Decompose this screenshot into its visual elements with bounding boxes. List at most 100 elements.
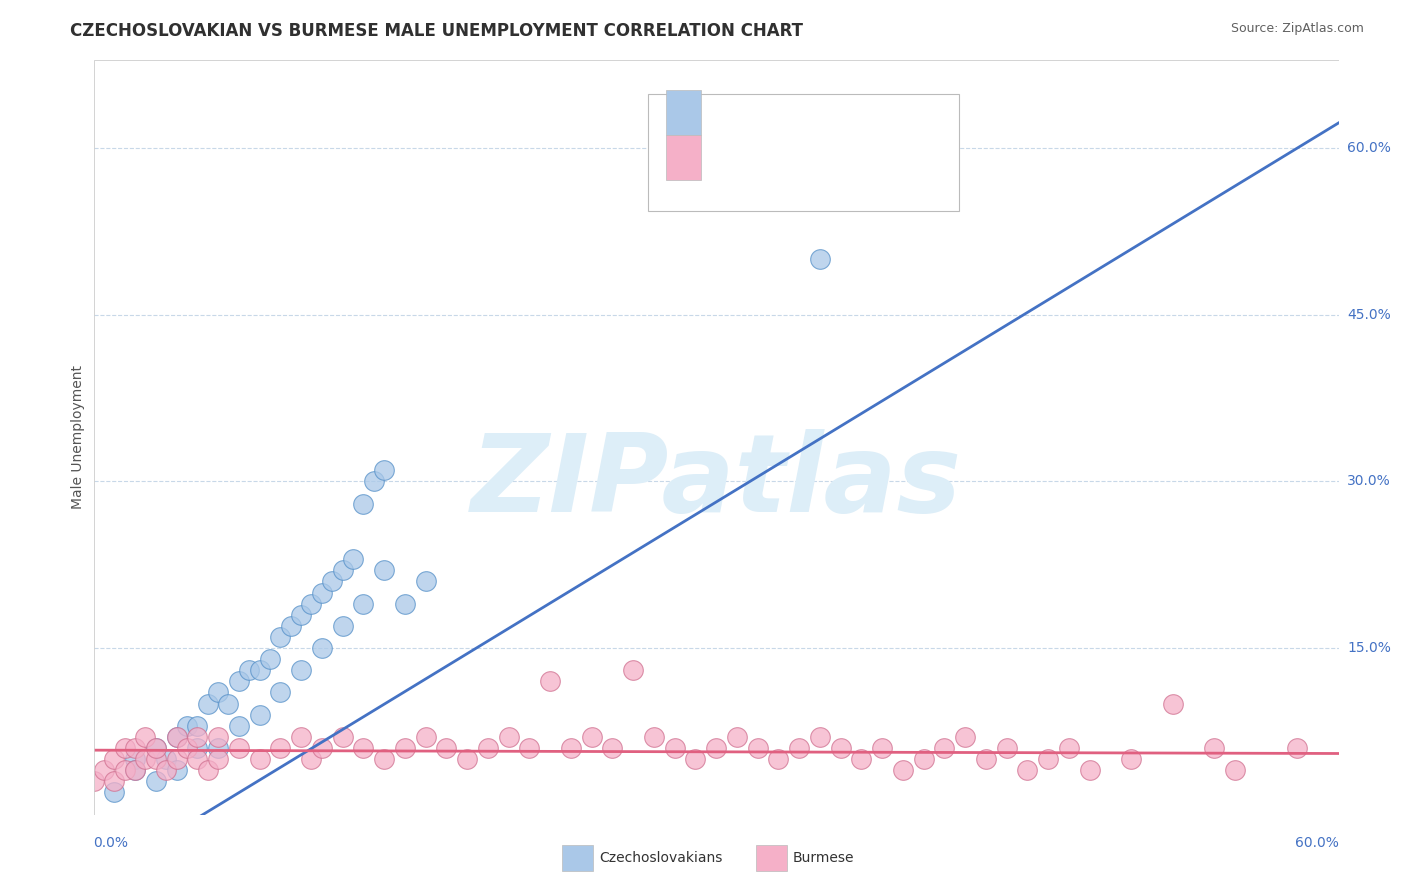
Point <box>83 774 105 789</box>
Point <box>394 597 416 611</box>
Point <box>124 763 146 777</box>
Point <box>519 741 541 756</box>
Text: 30.0%: 30.0% <box>1347 475 1391 489</box>
Text: 0.0%: 0.0% <box>94 836 128 850</box>
Point <box>259 652 281 666</box>
Point <box>186 741 208 756</box>
Point <box>787 741 810 756</box>
Point <box>207 730 229 744</box>
Text: 45.0%: 45.0% <box>1347 308 1391 322</box>
Point <box>342 552 364 566</box>
Point <box>1057 741 1080 756</box>
Point <box>228 741 250 756</box>
Point <box>269 630 291 644</box>
Point <box>560 741 582 756</box>
Point <box>747 741 769 756</box>
Text: R = -0.047: R = -0.047 <box>724 149 813 167</box>
Point <box>602 741 624 756</box>
Point <box>1286 741 1309 756</box>
Point <box>103 785 125 799</box>
Point <box>186 752 208 766</box>
Point <box>1223 763 1246 777</box>
Point <box>124 752 146 766</box>
Text: 15.0%: 15.0% <box>1347 641 1391 655</box>
Point <box>176 719 198 733</box>
Point <box>415 574 437 589</box>
Point <box>870 741 893 756</box>
Point <box>301 597 323 611</box>
Point <box>134 752 156 766</box>
FancyBboxPatch shape <box>666 135 702 180</box>
Point <box>166 730 188 744</box>
Point <box>830 741 852 756</box>
Point <box>934 741 956 756</box>
Point <box>124 763 146 777</box>
Point <box>1038 752 1060 766</box>
Point <box>145 752 167 766</box>
Text: N = 41: N = 41 <box>868 103 925 121</box>
Point <box>498 730 520 744</box>
Point <box>290 607 312 622</box>
Point <box>269 741 291 756</box>
Point <box>207 741 229 756</box>
Point <box>290 730 312 744</box>
Point <box>456 752 478 766</box>
Point <box>166 752 188 766</box>
Point <box>352 497 374 511</box>
Point <box>332 730 354 744</box>
Text: R =  0.780: R = 0.780 <box>724 103 813 121</box>
Point <box>664 741 686 756</box>
Point <box>228 719 250 733</box>
Point <box>643 730 665 744</box>
Point <box>145 741 167 756</box>
Point <box>301 752 323 766</box>
Point <box>808 730 831 744</box>
FancyBboxPatch shape <box>648 94 959 211</box>
Point <box>145 741 167 756</box>
Text: CZECHOSLOVAKIAN VS BURMESE MALE UNEMPLOYMENT CORRELATION CHART: CZECHOSLOVAKIAN VS BURMESE MALE UNEMPLOY… <box>70 22 803 40</box>
Point <box>1161 697 1184 711</box>
Point <box>912 752 935 766</box>
Point <box>186 730 208 744</box>
Point <box>249 752 271 766</box>
Text: Czechoslovakians: Czechoslovakians <box>599 851 723 865</box>
Point <box>249 707 271 722</box>
Point <box>808 252 831 267</box>
Point <box>93 763 115 777</box>
Point <box>207 752 229 766</box>
Point <box>321 574 343 589</box>
Point <box>166 730 188 744</box>
Point <box>166 763 188 777</box>
Point <box>768 752 790 766</box>
Text: 60.0%: 60.0% <box>1347 142 1391 155</box>
Point <box>197 763 219 777</box>
Text: N = 69: N = 69 <box>868 149 925 167</box>
Text: Burmese: Burmese <box>793 851 855 865</box>
Point <box>311 585 333 599</box>
Point <box>581 730 603 744</box>
Point <box>186 719 208 733</box>
Point <box>269 685 291 699</box>
Point <box>332 619 354 633</box>
Point <box>891 763 914 777</box>
Point <box>373 563 395 577</box>
Point <box>124 741 146 756</box>
Point <box>477 741 499 756</box>
Point <box>974 752 997 766</box>
Point <box>207 685 229 699</box>
Point <box>621 663 644 677</box>
Point <box>217 697 239 711</box>
Point <box>373 752 395 766</box>
Point <box>114 741 136 756</box>
Point <box>155 752 177 766</box>
Text: ZIPatlas: ZIPatlas <box>471 429 962 535</box>
Point <box>311 640 333 655</box>
Point <box>352 597 374 611</box>
Point <box>725 730 748 744</box>
Point <box>103 752 125 766</box>
Point <box>155 763 177 777</box>
Point <box>228 674 250 689</box>
Point <box>134 730 156 744</box>
Point <box>1204 741 1226 756</box>
Point <box>373 463 395 477</box>
